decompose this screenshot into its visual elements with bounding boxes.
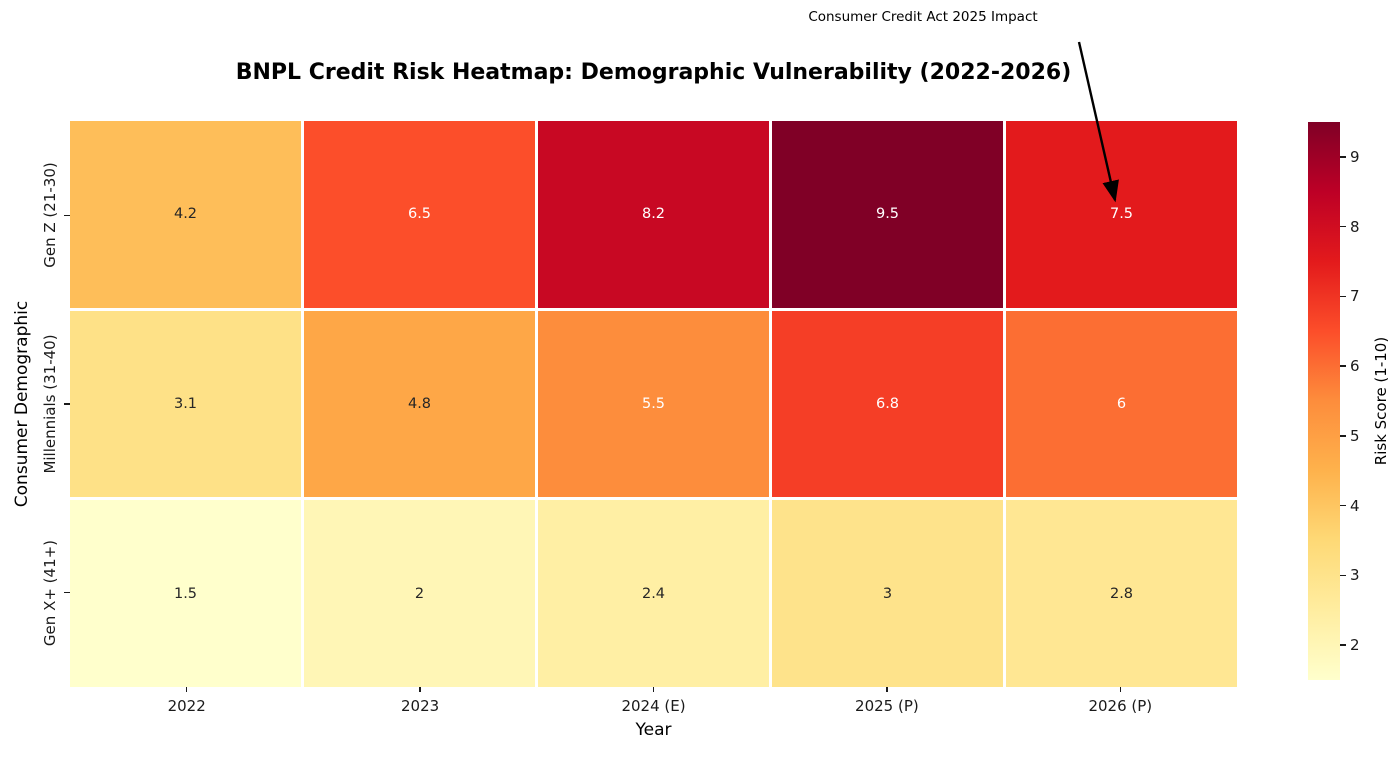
y-tick-label: Gen X+ (41+) [41, 539, 59, 646]
x-tick-mark [652, 687, 655, 692]
colorbar-tick-mark [1340, 295, 1346, 298]
heatmap-cell: 6.5 [304, 121, 535, 308]
x-tick-mark [419, 687, 421, 692]
colorbar-tick-mark [1340, 574, 1346, 577]
x-tick-label: 2026 (P) [1088, 697, 1153, 715]
heatmap-cell: 5.5 [538, 310, 769, 498]
x-tick-label: 2024 (E) [621, 697, 686, 715]
heatmap-cell: 9.5 [772, 121, 1003, 308]
x-tick-mark [1119, 687, 1122, 692]
heatmap-cell: 4.2 [70, 121, 301, 308]
x-tick-label: 2022 [167, 697, 206, 715]
y-tick-mark [64, 214, 70, 217]
colorbar-tick-label: 8 [1350, 217, 1360, 236]
heatmap-cell: 3.1 [70, 310, 301, 498]
colorbar-label: Risk Score (1-10) [1372, 336, 1390, 466]
colorbar-tick-mark [1340, 504, 1346, 507]
heatmap-cell: 8.2 [538, 121, 769, 308]
x-tick-mark [886, 687, 888, 692]
colorbar-tick-label: 5 [1350, 426, 1360, 445]
colorbar-tick-mark [1340, 365, 1346, 367]
heatmap-cell: 2 [304, 500, 535, 687]
x-tick-label: 2023 [401, 697, 440, 715]
colorbar-tick-label: 7 [1350, 287, 1360, 306]
colorbar-tick-mark [1340, 225, 1346, 228]
y-tick-mark [64, 403, 70, 405]
x-tick-label: 2025 (P) [855, 697, 919, 715]
colorbar-tick-label: 9 [1350, 147, 1360, 166]
colorbar-tick-label: 6 [1350, 357, 1360, 376]
x-axis-label: Year [635, 720, 672, 740]
heatmap-cell: 7.5 [1006, 121, 1237, 308]
heatmap-cell: 6 [1006, 310, 1237, 498]
heatmap-cell: 2.8 [1006, 500, 1237, 687]
annotation-text: Consumer Credit Act 2025 Impact [808, 9, 1038, 25]
y-tick-label: Millennials (31-40) [41, 334, 59, 474]
heatmap-cell: 3 [772, 500, 1003, 687]
x-tick-mark [185, 687, 188, 692]
y-axis-label: Consumer Demographic [12, 300, 32, 508]
colorbar-tick-label: 4 [1350, 496, 1360, 515]
colorbar-tick-mark [1340, 644, 1346, 646]
y-tick-mark [64, 591, 70, 594]
colorbar [1308, 122, 1340, 680]
colorbar-tick-label: 3 [1350, 566, 1360, 585]
heatmap-cell: 4.8 [304, 310, 535, 498]
heatmap-grid: 4.2 6.5 8.2 9.5 7.5 3.1 4.8 5.5 6.8 6 1.5 2 2.4 3 2.8 [70, 121, 1237, 687]
heatmap-cell: 1.5 [70, 500, 301, 687]
heatmap-cell: 6.8 [772, 310, 1003, 498]
chart-title: BNPL Credit Risk Heatmap: Demographic Vu… [235, 60, 1072, 85]
colorbar-tick-mark [1340, 435, 1346, 437]
colorbar-tick-mark [1340, 156, 1346, 158]
y-tick-label: Gen Z (21-30) [41, 162, 59, 269]
heatmap-cell: 2.4 [538, 500, 769, 687]
colorbar-tick-label: 2 [1350, 636, 1360, 655]
